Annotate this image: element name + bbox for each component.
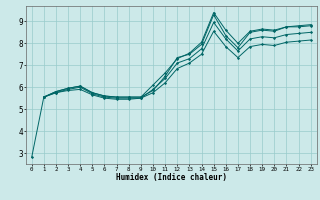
X-axis label: Humidex (Indice chaleur): Humidex (Indice chaleur): [116, 173, 227, 182]
